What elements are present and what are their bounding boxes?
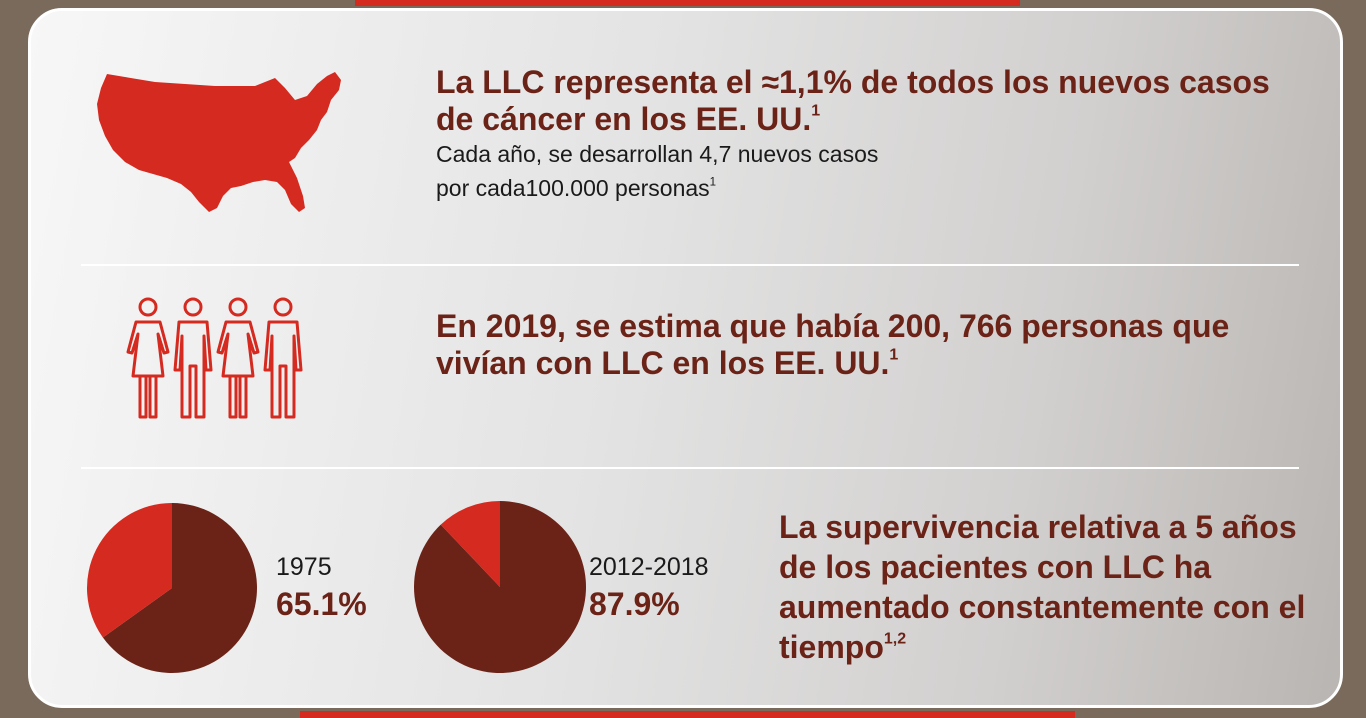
infographic-card: La LLC representa el ≈1,1% de todos los … <box>28 8 1343 708</box>
pie-1975-year-label: 1975 <box>276 553 332 581</box>
people-group-icon <box>126 297 303 419</box>
pie-chart-1975 <box>86 503 258 673</box>
divider-2 <box>81 467 1299 469</box>
us-map-icon <box>97 72 341 212</box>
bottom-accent-bar <box>300 711 1075 718</box>
survival-heading: La supervivencia relativa a 5 años de lo… <box>779 509 1306 665</box>
people-heading: En 2019, se estima que había 200, 766 pe… <box>436 308 1230 381</box>
pie-1975-slice-survival <box>102 503 258 673</box>
top-accent-bar <box>355 0 1020 6</box>
pie-2012-2018-slice-rest <box>440 501 500 587</box>
us-heading: La LLC representa el ≈1,1% de todos los … <box>436 64 1270 137</box>
divider-1 <box>81 264 1299 266</box>
pie-1975-slice-rest <box>86 503 172 638</box>
us-body-line2: por cada100.000 personas1 <box>436 175 717 201</box>
pie-2012-2018-value-label: 87.9% <box>589 586 680 622</box>
pie-1975-value-label: 65.1% <box>276 586 367 622</box>
us-body-line1: Cada año, se desarrollan 4,7 nuevos caso… <box>436 141 879 167</box>
pie-2012-2018-year-label: 2012-2018 <box>589 553 709 581</box>
pie-chart-2012-2018 <box>414 501 586 673</box>
